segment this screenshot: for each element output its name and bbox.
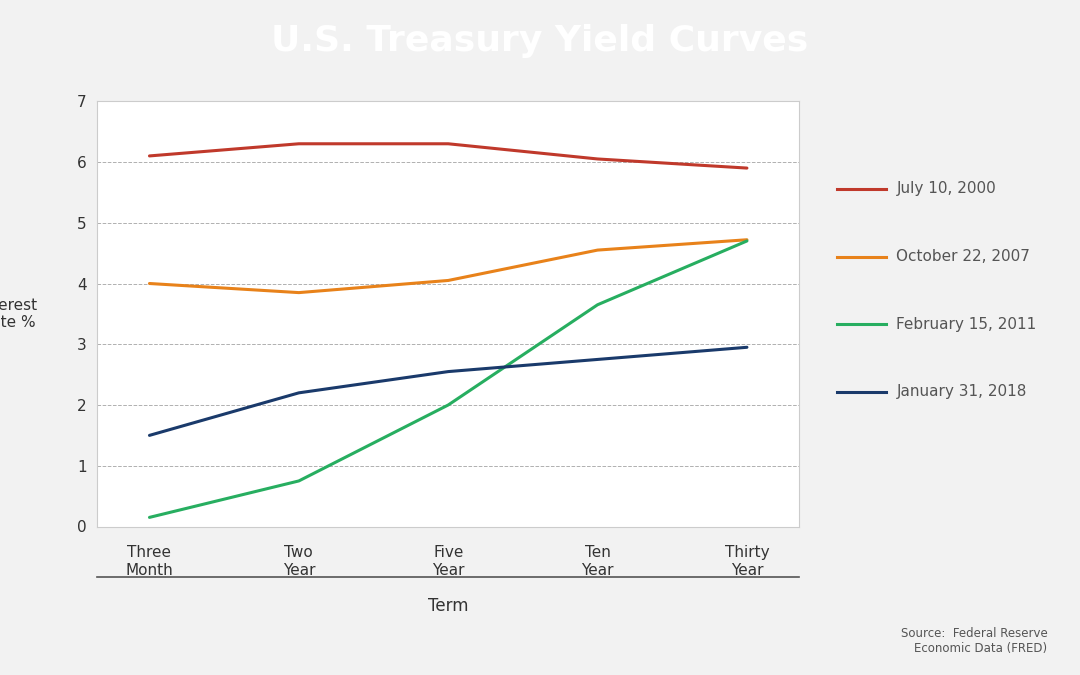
Text: U.S. Treasury Yield Curves: U.S. Treasury Yield Curves [271,24,809,57]
Text: July 10, 2000: July 10, 2000 [896,182,996,196]
Text: Term: Term [428,597,469,616]
Text: January 31, 2018: January 31, 2018 [896,384,1027,399]
Text: Source:  Federal Reserve
Economic Data (FRED): Source: Federal Reserve Economic Data (F… [901,627,1048,655]
Text: October 22, 2007: October 22, 2007 [896,249,1030,264]
Text: Interest
Rate %: Interest Rate % [0,298,38,330]
Text: February 15, 2011: February 15, 2011 [896,317,1037,331]
